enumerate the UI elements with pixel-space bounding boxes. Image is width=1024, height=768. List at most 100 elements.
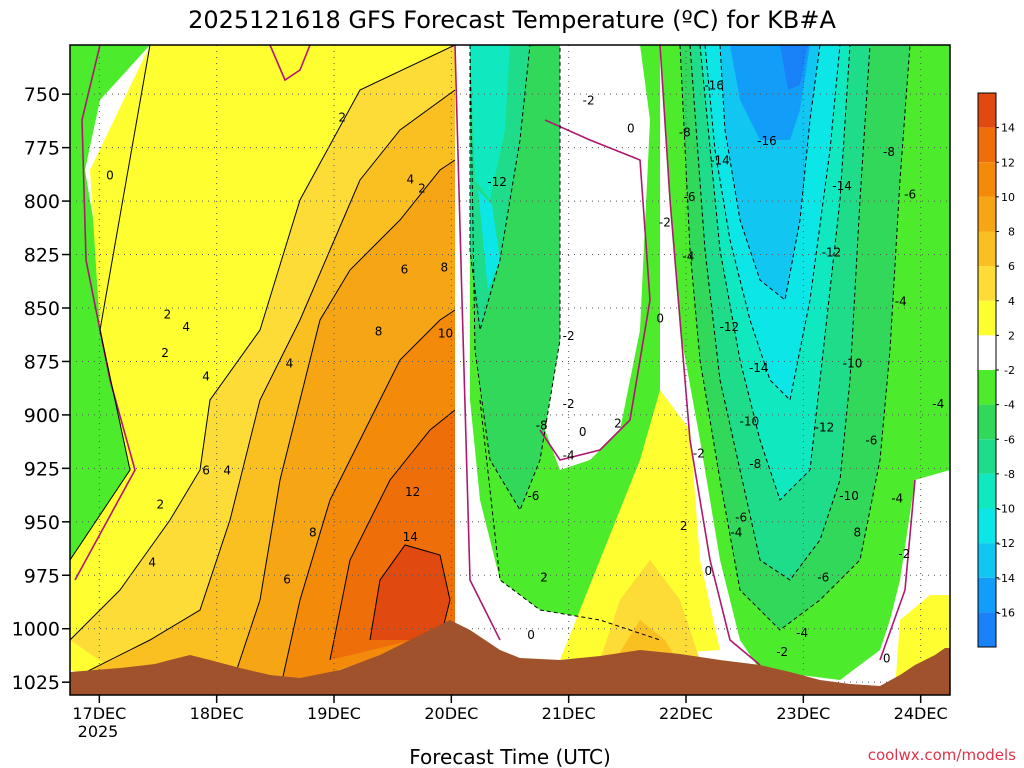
colorbar-label--8: -8	[1004, 468, 1015, 481]
contour-label: 0	[579, 425, 587, 439]
contour-label: 4	[182, 320, 190, 334]
colorbar-swatch	[978, 266, 996, 301]
colorbar-label-6: 6	[1008, 260, 1015, 273]
contour-label: -4	[730, 526, 742, 540]
temperature-fills	[70, 45, 950, 695]
colorbar-label--14: -14	[997, 572, 1015, 585]
x-tick-label-24DEC: 24DEC	[894, 704, 948, 723]
contour-line-warm-d	[229, 159, 456, 691]
x-tick-label-18DEC: 18DEC	[190, 704, 244, 723]
colorbar-swatch	[978, 370, 996, 405]
chart-title: 2025121618 GFS Forecast Temperature (ºC)…	[188, 6, 836, 34]
contour-label: 8	[440, 260, 448, 274]
contour-label: -2	[659, 215, 671, 229]
y-tick-label-825: 825	[24, 245, 60, 267]
contour-label: 6	[283, 573, 291, 587]
contour-label: 6	[401, 263, 409, 277]
contour-label: 0	[656, 312, 664, 326]
colorbar-label-12: 12	[1001, 156, 1015, 169]
contour-label: 14	[403, 530, 418, 544]
contour-line-cold-h	[719, 45, 821, 301]
contour-label: -16	[757, 134, 777, 148]
y-tick-label-925: 925	[24, 458, 60, 480]
contour-label: -14	[832, 179, 852, 193]
y-tick-label-1000: 1000	[12, 619, 60, 641]
contour-label: -4	[891, 491, 903, 505]
colorbar-label--10: -10	[997, 503, 1015, 516]
contour-label: -6	[684, 190, 696, 204]
contour-line-warm-g	[369, 544, 451, 641]
contour-label: -2	[693, 446, 705, 460]
contour-label: -10	[839, 489, 859, 503]
colorbar-swatch	[978, 231, 996, 267]
y-axis: 750 775 800 825 850 875 900 925 950 975 1000 1025	[12, 84, 70, 694]
contour-line-cold-f	[699, 45, 851, 501]
colorbar-swatch	[978, 473, 996, 509]
contour-label: -12	[822, 245, 842, 259]
colorbar-label-8: 8	[1008, 226, 1015, 239]
fill-band-white-mid	[545, 45, 650, 470]
y-tick-label-1025: 1025	[12, 672, 60, 694]
contour-line-zero-left	[74, 45, 136, 581]
colorbar-label--4: -4	[1004, 399, 1015, 412]
contour-label: 10	[438, 327, 453, 341]
contour-line-warm-b	[70, 45, 456, 641]
colorbar-swatch	[978, 300, 996, 336]
y-tick-label-850: 850	[24, 298, 60, 320]
contour-line-zero-far-right	[879, 479, 916, 661]
contour-label: -6	[817, 570, 829, 584]
contour-label: 8	[375, 325, 383, 339]
contour-label: -14	[710, 153, 730, 167]
contour-label: 0	[704, 564, 712, 578]
contour-label: 8	[309, 526, 317, 540]
contour-label: -2	[898, 547, 910, 561]
contour-line-warm-c	[70, 89, 456, 681]
contour-label: -12	[487, 175, 507, 189]
contour-label: -2	[563, 397, 575, 411]
y-tick-label-875: 875	[24, 351, 60, 373]
contour-label: -6	[865, 434, 877, 448]
y-tick-label-775: 775	[24, 138, 60, 160]
contour-line-zero-top	[269, 45, 311, 82]
contour-label: 0	[627, 121, 635, 135]
colorbar-swatch	[978, 404, 996, 440]
colorbar-swatch	[978, 162, 996, 197]
contour-label: 4	[202, 369, 210, 383]
x-tick-label-21DEC: 21DEC	[542, 704, 596, 723]
x-tick-label-23DEC: 23DEC	[776, 704, 830, 723]
colorbar-label--16: -16	[997, 606, 1015, 619]
contour-line-warm-f	[329, 409, 456, 661]
contour-label: -2	[583, 94, 595, 108]
contour-label: 2	[540, 570, 548, 584]
colorbar-label--2: -2	[1004, 364, 1015, 377]
contour-label: -4	[682, 250, 694, 264]
x-axis: 17DEC 18DEC 19DEC 20DEC 21DEC 22DEC 23DEC 24DEC	[72, 695, 948, 723]
fill-band-warm-14	[370, 545, 450, 640]
contour-label: 2	[338, 111, 346, 125]
colorbar-label--12: -12	[997, 537, 1015, 550]
contour-line-warm-a	[70, 45, 151, 561]
colorbar-label-10: 10	[1001, 191, 1015, 204]
x-axis-title: Forecast Time (UTC)	[409, 745, 611, 768]
fill-band-yellow-right	[560, 390, 720, 660]
contour-label: 0	[883, 652, 891, 666]
contour-line-cold-g	[704, 45, 841, 402]
contour-label: 0	[527, 628, 535, 642]
fill-band-white-gap	[455, 45, 500, 650]
contour-label: 2	[157, 498, 165, 512]
colorbar-swatch	[978, 196, 996, 232]
x-tick-label-19DEC: 19DEC	[307, 704, 361, 723]
contour-label: -6	[735, 511, 747, 525]
credit-text: coolwx.com/models	[868, 746, 1016, 764]
contour-line-cold-d	[679, 45, 911, 631]
contour-label: 12	[405, 485, 420, 499]
contour-line-cold-e	[689, 45, 871, 581]
contour-line-zero-right	[659, 45, 761, 666]
contour-line-zero-mid	[539, 119, 651, 461]
colorbar-label-4: 4	[1008, 295, 1015, 308]
contour-label: -6	[904, 188, 916, 202]
temperature-contours	[70, 45, 916, 691]
fill-band-cold-10	[470, 45, 510, 200]
contour-label: 4	[286, 357, 294, 371]
y-tick-label-900: 900	[24, 405, 60, 427]
